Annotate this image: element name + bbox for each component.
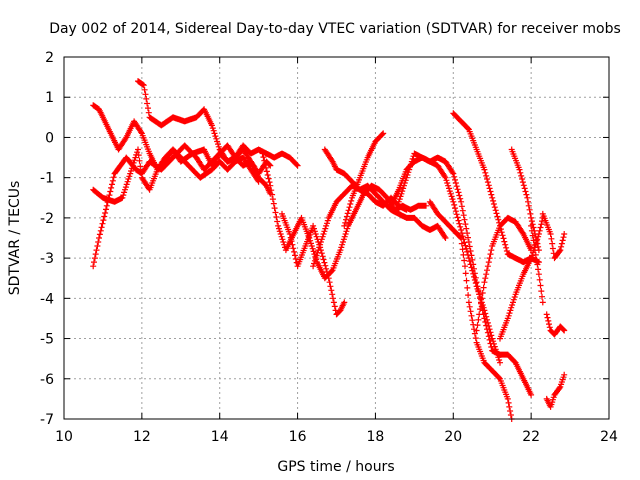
series-sat-k	[388, 154, 503, 366]
series-sat-p	[508, 146, 542, 254]
y-tick-label: -7	[40, 412, 54, 428]
series-sat-t	[543, 371, 568, 410]
series-points	[426, 198, 515, 422]
series-sat-g	[310, 182, 449, 270]
series-points	[395, 150, 535, 398]
series-points	[388, 154, 503, 366]
series-sat-q	[528, 222, 546, 306]
x-tick-label: 22	[522, 429, 540, 445]
y-axis-label: SDTVAR / TECUs	[7, 181, 23, 296]
x-tick-label: 14	[211, 429, 229, 445]
series-points	[321, 146, 410, 213]
x-tick-label: 18	[367, 429, 385, 445]
series-points	[543, 371, 568, 410]
series-points	[90, 142, 274, 205]
series-points	[279, 210, 348, 318]
series-sat-s	[543, 311, 568, 338]
y-tick-label: -5	[40, 332, 54, 348]
series-sat-c	[90, 142, 274, 205]
y-tick-label: 1	[45, 90, 54, 106]
x-tick-label: 20	[444, 429, 462, 445]
y-tick-label: 2	[45, 50, 54, 66]
plot-frame	[63, 56, 610, 420]
y-tick-label: -3	[40, 251, 54, 267]
y-tick-label: -6	[40, 372, 54, 388]
x-tick-label: 12	[133, 429, 151, 445]
series-sat-l	[426, 198, 515, 422]
series-sat-j	[395, 150, 535, 398]
y-tick-label: -2	[40, 211, 54, 227]
x-axis-label: GPS time / hours	[277, 459, 394, 475]
y-tick-label: -4	[40, 291, 54, 307]
series-points	[310, 182, 449, 270]
data-series	[90, 78, 568, 422]
y-tick-label: -1	[40, 171, 54, 187]
series-points	[528, 222, 546, 306]
series-points	[473, 214, 535, 334]
series-points	[508, 146, 542, 254]
series-points	[539, 210, 568, 262]
series-sat-i	[341, 130, 387, 229]
series-sat-h	[321, 146, 410, 213]
chart-title: Day 002 of 2014, Sidereal Day-to-day VTE…	[49, 21, 621, 37]
series-sat-n	[473, 214, 535, 334]
y-tick-label: 0	[45, 130, 54, 146]
series-sat-r	[539, 210, 568, 262]
series-sat-f	[279, 210, 348, 318]
series-points	[543, 311, 568, 338]
x-tick-label: 24	[600, 429, 618, 445]
series-points	[341, 130, 387, 229]
x-tick-label: 16	[289, 429, 307, 445]
x-tick-label: 10	[55, 429, 73, 445]
